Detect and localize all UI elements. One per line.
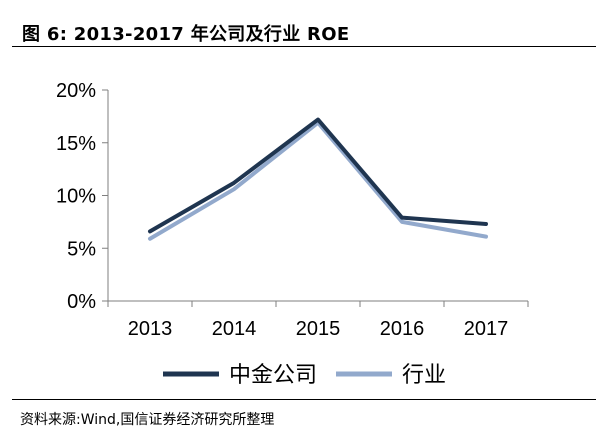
x-tick-label: 2013 [128, 318, 173, 340]
chart-axes: 0% 5% 10% 15% 20% 2013 2014 2015 2016 2017 [56, 80, 529, 340]
x-tick-label: 2016 [380, 318, 425, 340]
source-note: 资料来源:Wind,国信证券经济研究所整理 [20, 412, 275, 428]
series-line-1 [148, 117, 488, 234]
y-tick-label: 15% [56, 133, 96, 155]
x-tick-label: 2014 [212, 318, 257, 340]
source-bar: 资料来源:Wind,国信证券经济研究所整理 [12, 399, 596, 432]
legend-label: 中金公司 [229, 363, 317, 388]
legend-label: 行业 [402, 363, 446, 388]
y-tick-label: 5% [67, 238, 96, 260]
y-tick-label: 10% [56, 186, 96, 208]
chart-series [148, 117, 488, 241]
x-tick-label: 2017 [464, 318, 509, 340]
y-tick-label: 20% [56, 80, 96, 102]
chart-legend: 中金公司 行业 [163, 363, 446, 388]
figure-title: 图 6: 2013-2017 年公司及行业 ROE [22, 24, 350, 45]
x-tick-label: 2015 [296, 318, 341, 340]
y-tick-label: 0% [67, 291, 96, 313]
title-bar: 图 6: 2013-2017 年公司及行业 ROE [12, 8, 596, 47]
series-line-2 [148, 120, 488, 241]
